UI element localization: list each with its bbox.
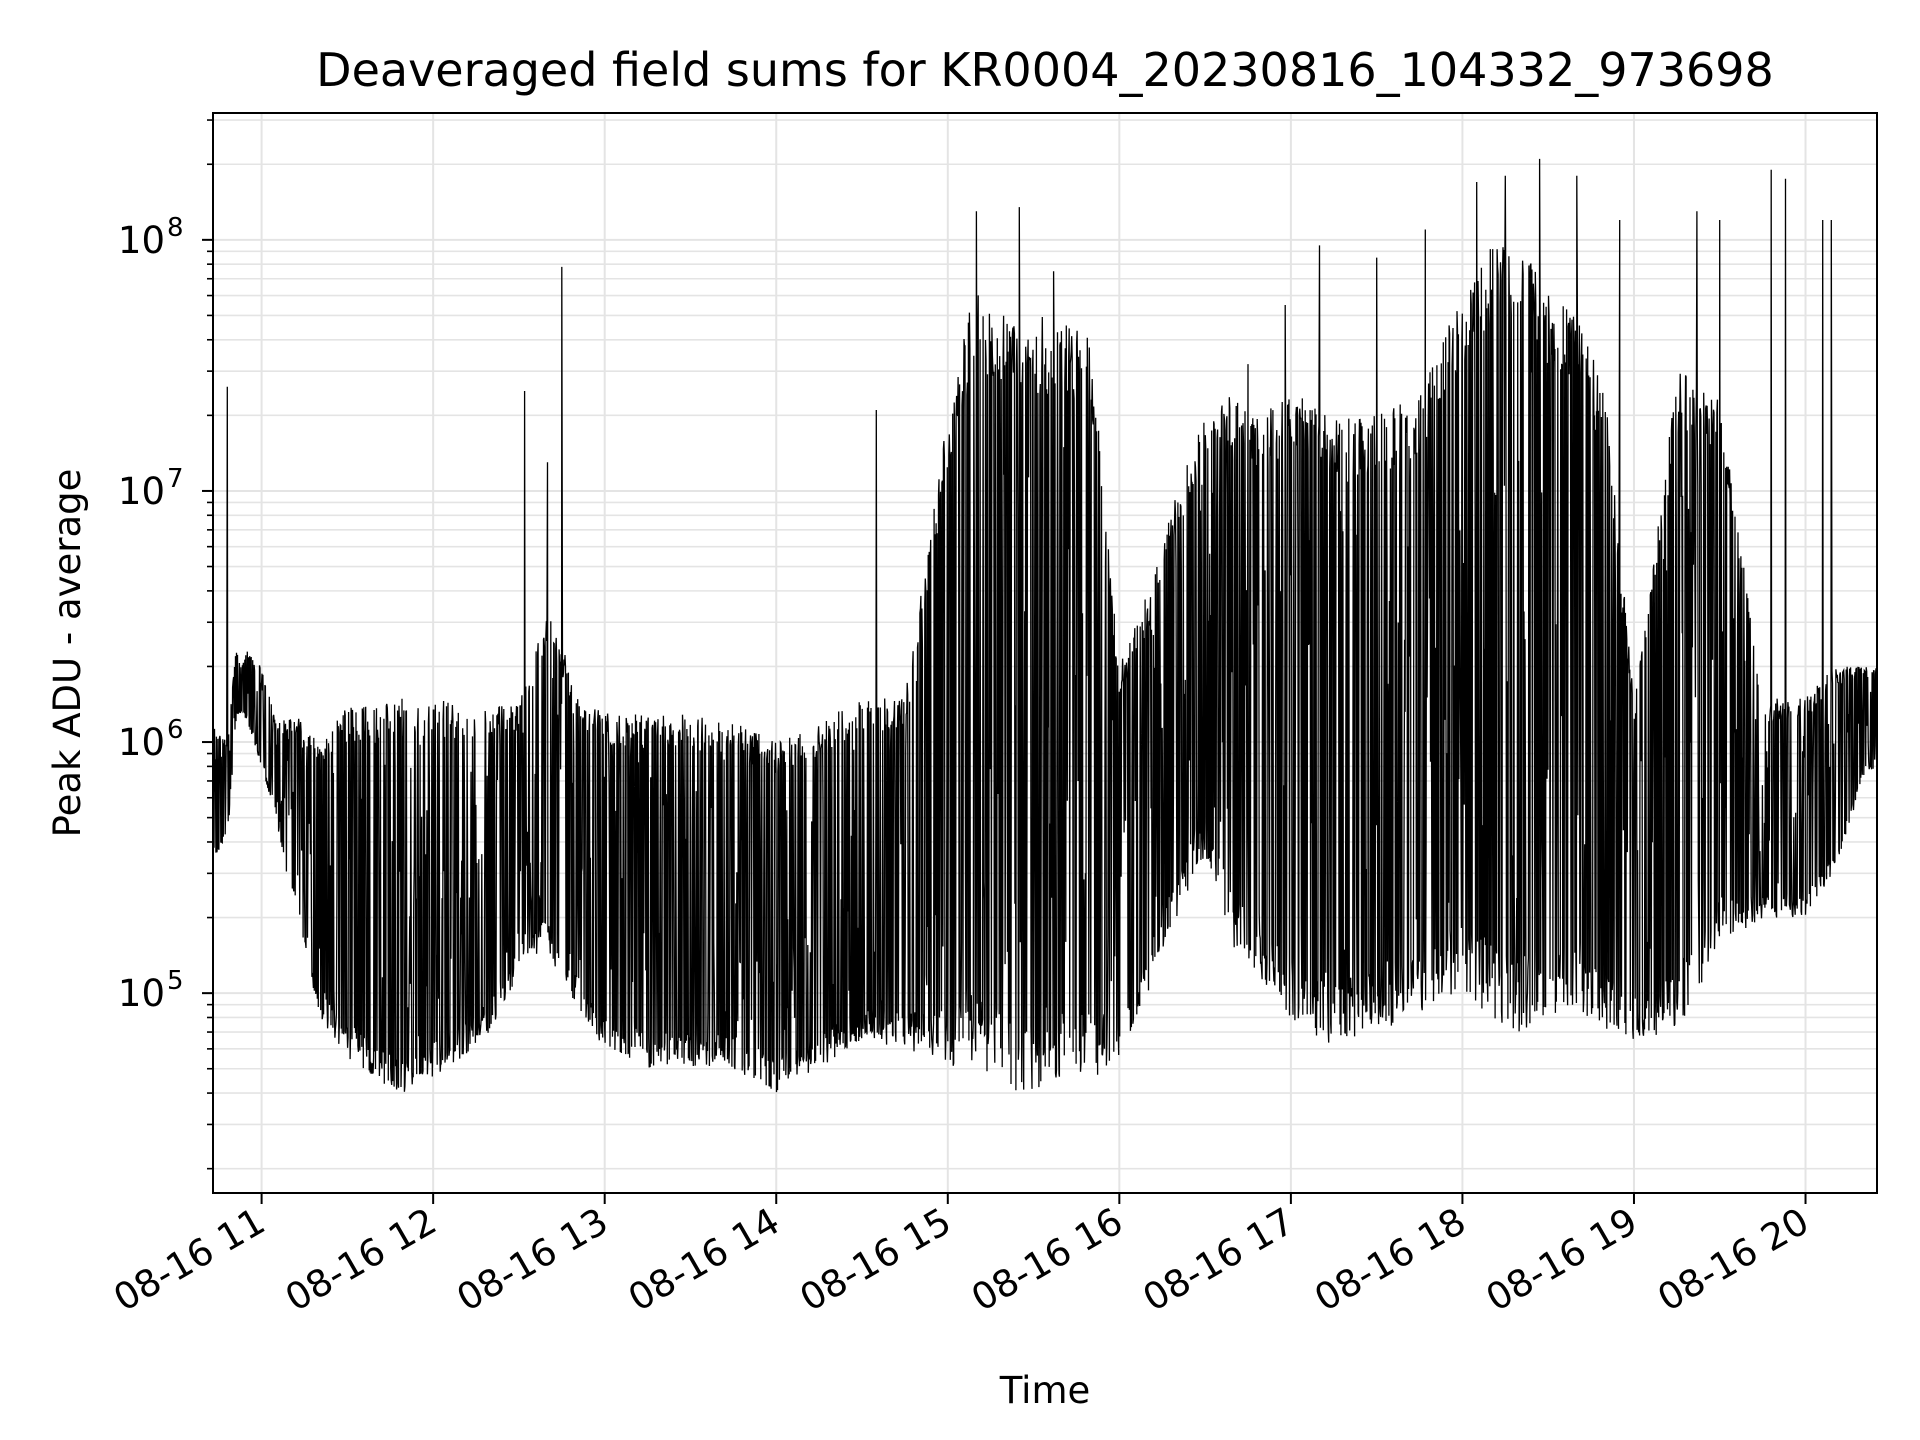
y-tick-label: 10 8	[118, 213, 184, 262]
y-tick-base: 10	[118, 972, 165, 1015]
series-line	[213, 158, 1877, 1093]
y-axis-label: Peak ADU - average	[46, 469, 89, 838]
chart-title: Deaveraged field sums for KR0004_2023081…	[316, 43, 1774, 97]
series-peak-adu	[213, 158, 1877, 1093]
y-tick-label: 10 6	[118, 715, 184, 764]
y-tick-base: 10	[118, 219, 165, 262]
y-tick-label: 10 5	[118, 966, 184, 1015]
y-tick-exponent: 8	[167, 213, 184, 243]
plot-frame	[212, 112, 1878, 1194]
y-tick-exponent: 7	[167, 464, 184, 494]
y-tick-base: 10	[118, 721, 165, 764]
y-tick-exponent: 5	[167, 966, 184, 996]
x-axis-label: Time	[999, 1369, 1091, 1412]
y-tick-label: 10 7	[118, 464, 184, 513]
y-tick-exponent: 6	[167, 715, 184, 745]
y-tick-base: 10	[118, 470, 165, 513]
